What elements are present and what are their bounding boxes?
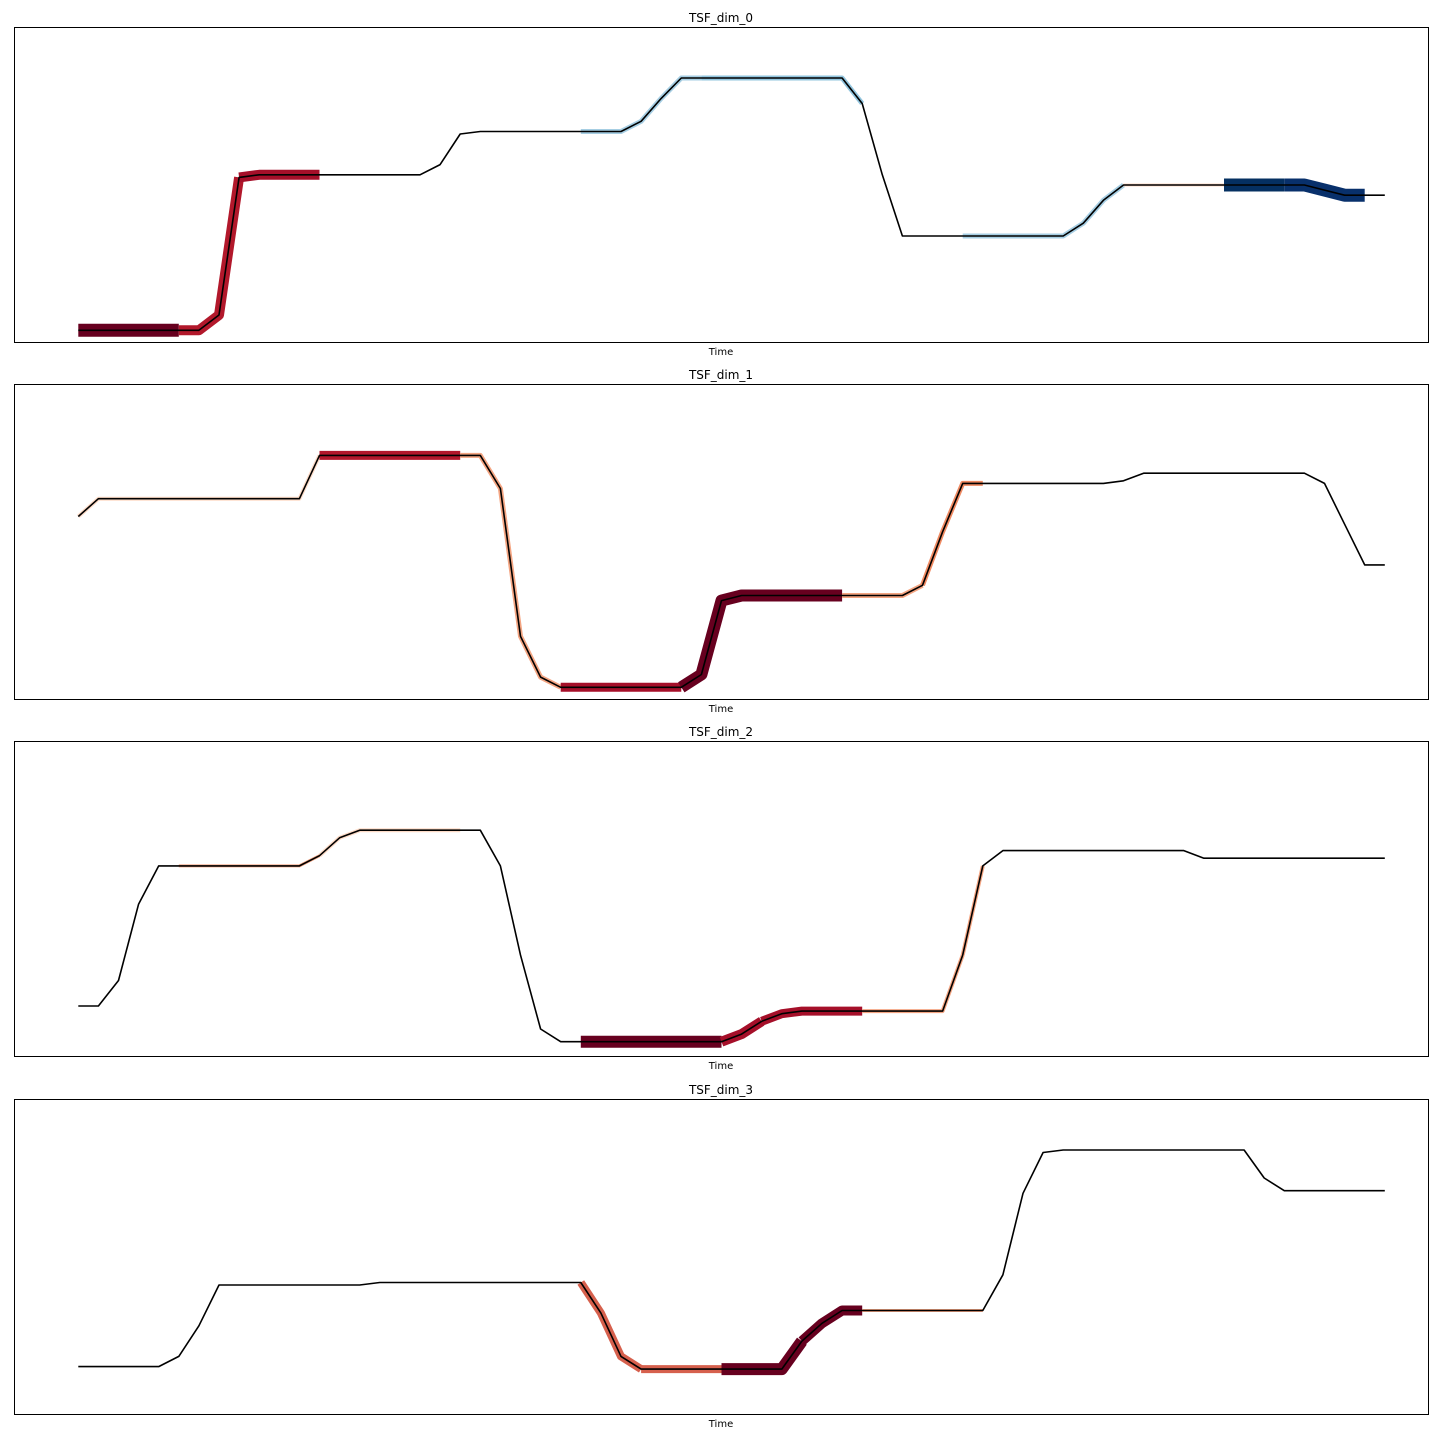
- highlight-segment: [178, 854, 321, 868]
- highlight-segment: [460, 452, 562, 690]
- chart-title: TSF_dim_0: [688, 11, 753, 25]
- chart-panel-dim-3: TSF_dim_3 Time: [14, 1083, 1429, 1430]
- x-axis-label: Time: [708, 1061, 733, 1072]
- highlight-segments: [78, 75, 1365, 337]
- plot-frame: [14, 741, 1429, 1057]
- highlight-segments: [178, 828, 985, 1048]
- chart-title: TSF_dim_2: [688, 725, 753, 739]
- highlight-segment: [678, 589, 843, 693]
- highlight-segments: [76, 450, 983, 693]
- chart-panel-dim-1: TSF_dim_1 Time: [14, 368, 1429, 715]
- highlight-segment: [962, 183, 1126, 239]
- plot-frame: [14, 1099, 1429, 1415]
- series-line: [78, 77, 1385, 332]
- highlight-segments: [577, 1280, 983, 1376]
- chart-title: TSF_dim_1: [688, 368, 753, 382]
- highlight-segment: [920, 480, 983, 587]
- x-axis-label: Time: [708, 704, 733, 715]
- x-axis-label: Time: [708, 347, 733, 358]
- highlight-segment: [76, 454, 322, 518]
- x-axis-label: Time: [708, 1419, 733, 1430]
- chart-panel-dim-2: TSF_dim_2 Time: [14, 725, 1429, 1072]
- highlight-segment: [842, 583, 924, 598]
- highlight-segment: [318, 828, 461, 858]
- plot-frame: [14, 384, 1429, 700]
- highlight-segment: [798, 1305, 863, 1345]
- highlight-segment: [178, 176, 245, 336]
- series-line: [78, 829, 1385, 1043]
- highlight-segment: [862, 954, 965, 1014]
- highlight-segment: [580, 75, 702, 134]
- plot-frame: [14, 27, 1429, 343]
- series-line: [77, 454, 1385, 689]
- series-line: [78, 1149, 1385, 1370]
- highlight-segment: [721, 1337, 807, 1376]
- highlight-segment: [701, 75, 865, 106]
- chart-title: TSF_dim_3: [688, 1083, 753, 1097]
- chart-panel-dim-0: TSF_dim_0 Time: [14, 11, 1429, 358]
